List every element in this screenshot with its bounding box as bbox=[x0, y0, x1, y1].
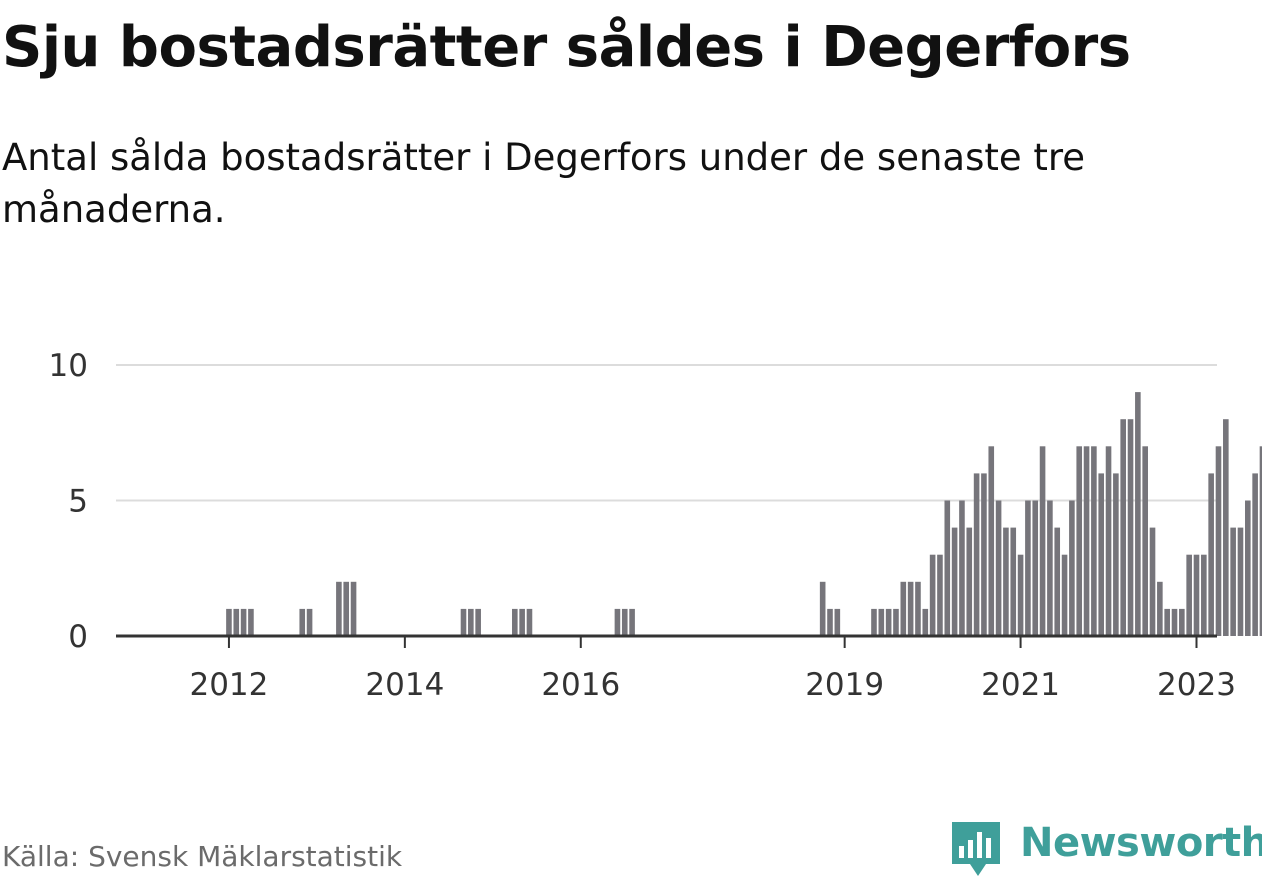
bar bbox=[1252, 473, 1258, 636]
bar bbox=[306, 608, 313, 636]
newsworthy-logo-text: Newsworthy bbox=[1020, 820, 1262, 866]
bar bbox=[1076, 446, 1083, 636]
bar bbox=[621, 608, 628, 636]
bar bbox=[819, 581, 826, 636]
bar bbox=[1245, 500, 1251, 636]
bar bbox=[871, 608, 877, 636]
bar bbox=[944, 500, 951, 636]
newsworthy-logo: Newsworthy bbox=[950, 818, 1262, 878]
chart-title: Sju bostadsrätter såldes i Degerfors bbox=[2, 15, 1131, 80]
bar bbox=[240, 608, 247, 636]
bar bbox=[526, 608, 533, 636]
bar bbox=[1010, 527, 1017, 636]
bar bbox=[1135, 392, 1141, 636]
bar bbox=[1179, 608, 1185, 636]
bar bbox=[475, 608, 481, 636]
bar bbox=[233, 608, 240, 636]
bar bbox=[995, 500, 1002, 636]
bar bbox=[1120, 419, 1126, 636]
bar bbox=[827, 608, 833, 636]
gridlines bbox=[116, 364, 1217, 502]
bar bbox=[1047, 500, 1053, 636]
x-tick-label: 2016 bbox=[541, 667, 620, 703]
bar bbox=[1061, 554, 1068, 636]
bar bbox=[1083, 446, 1090, 636]
x-tick-label: 2023 bbox=[1157, 667, 1236, 703]
bar bbox=[1032, 500, 1039, 636]
bar bbox=[350, 581, 357, 636]
bar bbox=[1098, 473, 1105, 636]
bar bbox=[1230, 527, 1236, 636]
bar bbox=[834, 608, 841, 636]
bar bbox=[336, 581, 342, 636]
bar bbox=[468, 608, 474, 636]
bar bbox=[959, 500, 965, 636]
bar bbox=[1025, 500, 1031, 636]
bar bbox=[907, 581, 914, 636]
bar bbox=[1171, 608, 1178, 636]
bar bbox=[1069, 500, 1075, 636]
y-axis-tick-labels: 0 5 10 bbox=[49, 348, 88, 655]
bar bbox=[1039, 446, 1046, 636]
bars bbox=[226, 392, 1262, 636]
bar bbox=[922, 608, 929, 636]
x-tick-label: 2019 bbox=[805, 667, 884, 703]
bar bbox=[1208, 473, 1214, 636]
bar bbox=[1237, 527, 1244, 636]
bar bbox=[878, 608, 885, 636]
x-axis bbox=[116, 634, 1217, 648]
bar bbox=[1149, 527, 1156, 636]
bar bbox=[1003, 527, 1009, 636]
bar bbox=[460, 608, 467, 636]
bar bbox=[1193, 554, 1200, 636]
bar bbox=[1215, 446, 1222, 636]
bar bbox=[1157, 581, 1163, 636]
y-tick-label: 0 bbox=[68, 619, 88, 655]
bar bbox=[1105, 446, 1112, 636]
bar bbox=[915, 581, 921, 636]
bar bbox=[226, 608, 232, 636]
bar bbox=[973, 473, 980, 636]
source-note: Källa: Svensk Mäklarstatistik bbox=[2, 840, 403, 873]
bar bbox=[1186, 554, 1192, 636]
y-tick-label: 10 bbox=[49, 348, 88, 384]
newsworthy-logo-icon bbox=[952, 822, 1000, 876]
bar bbox=[1113, 473, 1119, 636]
bar bbox=[1259, 446, 1262, 636]
bar bbox=[937, 554, 943, 636]
bar bbox=[1201, 554, 1207, 636]
bar bbox=[988, 446, 995, 636]
bar bbox=[1142, 446, 1148, 636]
x-tick-label: 2014 bbox=[365, 667, 444, 703]
bar bbox=[981, 473, 987, 636]
x-tick-label: 2012 bbox=[189, 667, 268, 703]
bar bbox=[951, 527, 958, 636]
bar bbox=[1054, 527, 1061, 636]
bar bbox=[893, 608, 899, 636]
chart-subtitle: Antal sålda bostadsrätter i Degerfors un… bbox=[2, 136, 1086, 231]
bar bbox=[343, 581, 350, 636]
bar bbox=[629, 608, 635, 636]
bar bbox=[1091, 446, 1097, 636]
bar bbox=[885, 608, 892, 636]
y-tick-label: 5 bbox=[68, 484, 88, 520]
bar bbox=[1164, 608, 1170, 636]
bar bbox=[519, 608, 525, 636]
x-axis-tick-labels: 2012 2014 2016 2019 2021 2023 bbox=[189, 667, 1235, 703]
x-tick-label: 2021 bbox=[981, 667, 1060, 703]
bar bbox=[929, 554, 936, 636]
bar bbox=[512, 608, 518, 636]
bar bbox=[248, 608, 254, 636]
bar bbox=[1127, 419, 1134, 636]
bar bbox=[966, 527, 973, 636]
bar bbox=[1017, 554, 1024, 636]
bar bbox=[614, 608, 621, 636]
bar bbox=[900, 581, 907, 636]
bar bbox=[299, 608, 306, 636]
bar bbox=[1223, 419, 1229, 636]
